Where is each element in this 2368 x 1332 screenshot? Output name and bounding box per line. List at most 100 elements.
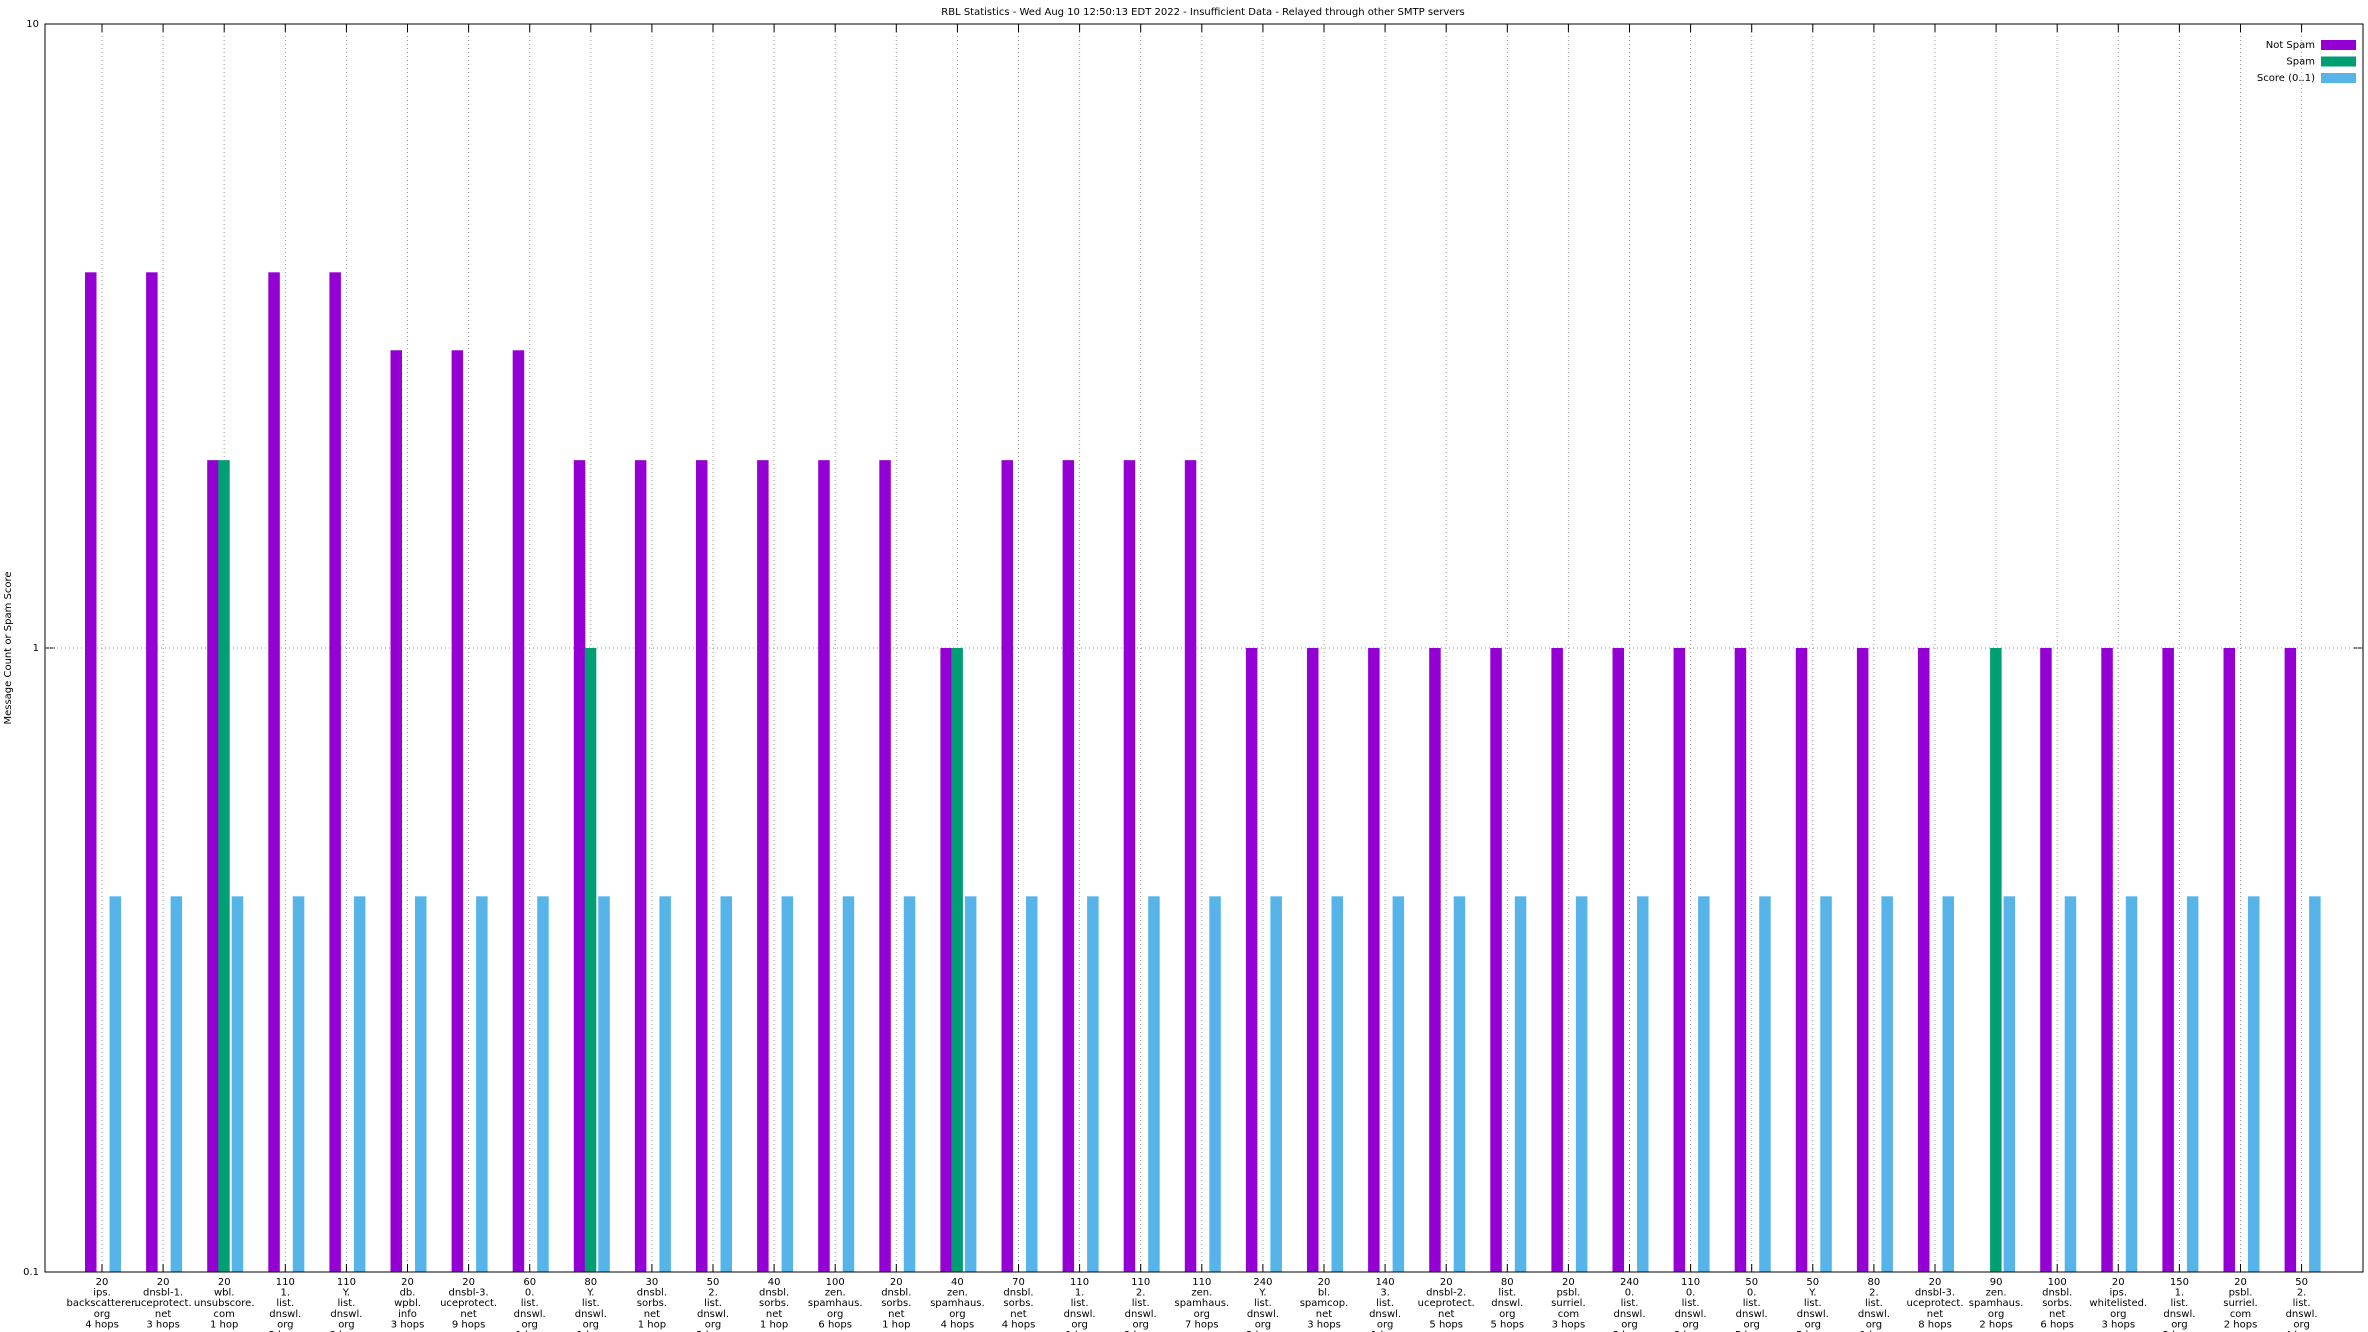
bar (903, 896, 916, 1272)
x-tick-label: 1 hop (882, 1319, 910, 1330)
x-tick-label: 20 (1929, 1277, 1942, 1288)
x-tick-label: org (827, 1309, 843, 1320)
x-tick-label: dnswl. (1736, 1309, 1768, 1320)
bar (1575, 896, 1588, 1272)
bar (573, 460, 586, 1272)
legend-label: Spam (2286, 57, 2315, 68)
x-tick-label: 0. (1625, 1288, 1635, 1299)
x-tick-label: list. (1682, 1298, 1700, 1309)
bar (415, 896, 427, 1272)
x-tick-label: dnsbl. (637, 1288, 667, 1299)
x-tick-label: Y. (342, 1288, 350, 1299)
bar (1331, 896, 1343, 1272)
x-tick-label: org (1743, 1319, 1759, 1330)
bar (2309, 896, 2321, 1272)
bar (1368, 648, 1380, 1272)
x-tick-label: 20 (1440, 1277, 1453, 1288)
bar (1990, 648, 2002, 1272)
x-tick-label: 2 hops (2224, 1319, 2258, 1330)
x-tick-label: list. (1865, 1298, 1883, 1309)
bar (1307, 648, 1319, 1272)
x-tick-label: list. (337, 1298, 355, 1309)
bar (818, 460, 830, 1272)
x-tick-label: sorbs. (759, 1298, 789, 1309)
x-tick-label: dnswl. (1675, 1309, 1707, 1320)
bar (1795, 648, 1808, 1272)
bar (781, 896, 794, 1272)
bar (634, 460, 647, 1272)
chart-title: RBL Statistics - Wed Aug 10 12:50:13 EDT… (941, 7, 1464, 18)
x-tick-label: 3 hops (2102, 1319, 2136, 1330)
x-tick-label: net (1316, 1309, 1332, 1320)
x-tick-label: 2 hops (269, 1330, 303, 1332)
x-tick-label: uceprotect. (1418, 1298, 1475, 1309)
x-tick-label: zen. (825, 1288, 846, 1299)
x-tick-label: org (1377, 1319, 1393, 1330)
x-tick-label: 2 hops (696, 1330, 730, 1332)
x-tick-label: net (1927, 1309, 1943, 1320)
x-tick-label: 3. (1380, 1288, 1390, 1299)
x-tick-label: 20 (96, 1277, 109, 1288)
x-tick-label: sorbs. (1003, 1298, 1033, 1309)
bar (951, 648, 963, 1272)
bar (218, 460, 230, 1272)
x-tick-label: org (1132, 1319, 1148, 1330)
x-tick-label: 90 (1990, 1277, 2003, 1288)
x-tick-label: dnsbl. (881, 1288, 911, 1299)
x-tick-label: org (1621, 1319, 1637, 1330)
x-tick-label: org (1071, 1319, 1087, 1330)
x-tick-label: ips. (93, 1288, 111, 1299)
x-tick-label: wbl. (214, 1288, 234, 1299)
x-tick-label: list. (1621, 1298, 1639, 1309)
bar (2186, 896, 2199, 1272)
x-tick-label: dnswl. (1064, 1309, 1096, 1320)
x-tick-label: 0. (1747, 1288, 1757, 1299)
x-tick-label: 20 (157, 1277, 170, 1288)
x-tick-label: dnswl. (330, 1309, 362, 1320)
x-tick-label: 20 (2234, 1277, 2247, 1288)
x-tick-label: 2 hops (1979, 1319, 2013, 1330)
bar (940, 648, 952, 1272)
x-tick-label: uceprotect. (440, 1298, 497, 1309)
x-tick-label: 1 hop (638, 1319, 666, 1330)
x-tick-label: zen. (947, 1288, 968, 1299)
bar (2101, 648, 2113, 1272)
x-tick-label: com (2230, 1309, 2251, 1320)
bar (1184, 460, 1197, 1272)
bar (1209, 896, 1221, 1272)
x-tick-label: 1. (281, 1288, 291, 1299)
bar (1270, 896, 1282, 1272)
bar (1759, 896, 1771, 1272)
bar (720, 896, 732, 1272)
x-tick-label: org (1866, 1319, 1882, 1330)
x-tick-label: 1 hop (210, 1319, 238, 1330)
x-tick-label: net (1010, 1309, 1026, 1320)
bar (353, 896, 366, 1272)
bar (268, 272, 280, 1272)
bar (1062, 460, 1075, 1272)
bar (109, 896, 121, 1272)
x-tick-label: 4 hops (941, 1319, 975, 1330)
x-tick-label: 110 (1681, 1277, 1700, 1288)
x-tick-label: 3 hops (1552, 1319, 1586, 1330)
x-tick-label: bl. (1318, 1288, 1330, 1299)
x-tick-label: sorbs. (881, 1298, 911, 1309)
bar (1551, 648, 1563, 1272)
legend-swatch (2321, 73, 2356, 83)
x-tick-label: 1. (1075, 1288, 1085, 1299)
bar (1429, 648, 1441, 1272)
x-tick-label: 20 (1562, 1277, 1575, 1288)
bar (2125, 896, 2138, 1272)
x-tick-label: 4 hops (1002, 1319, 1036, 1330)
bar (2284, 648, 2297, 1272)
x-tick-label: dnswl. (269, 1309, 301, 1320)
x-tick-label: dnsbl-3. (1915, 1288, 1955, 1299)
bar (1087, 896, 1099, 1272)
y-axis-label: Message Count or Spam Score (3, 571, 14, 724)
x-tick-label: org (1682, 1319, 1698, 1330)
x-tick-label: 100 (2048, 1277, 2067, 1288)
x-tick-label: 3 hops (1124, 1330, 1158, 1332)
x-tick-label: 3 hops (391, 1319, 425, 1330)
bar (2162, 648, 2174, 1272)
x-tick-label: list. (1376, 1298, 1394, 1309)
